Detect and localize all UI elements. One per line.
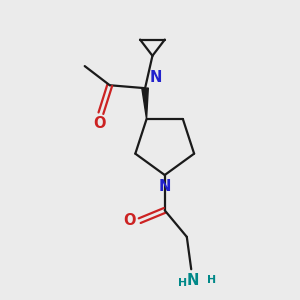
Text: N: N (149, 70, 162, 85)
Text: H: H (207, 275, 216, 285)
Text: N: N (187, 273, 199, 288)
Text: H: H (178, 278, 188, 288)
Text: O: O (124, 213, 136, 228)
Polygon shape (142, 88, 148, 119)
Text: O: O (93, 116, 106, 131)
Text: N: N (158, 179, 171, 194)
